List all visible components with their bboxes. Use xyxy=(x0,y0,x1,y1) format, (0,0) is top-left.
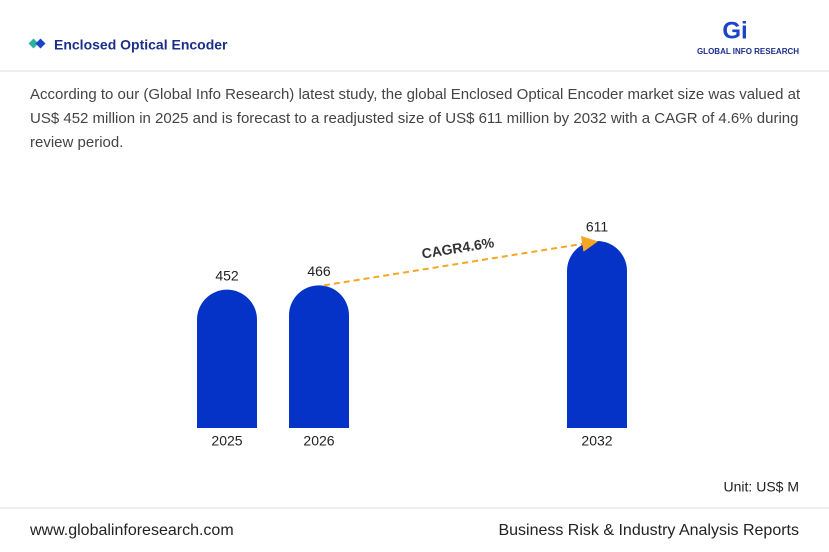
x-tick-label: 2032 xyxy=(581,433,612,449)
bar xyxy=(197,289,258,428)
unit-label: Unit: US$ M xyxy=(724,479,799,495)
x-tick-label: 2025 xyxy=(211,433,242,449)
logo-mark: Gi xyxy=(722,17,747,44)
value-label: 452 xyxy=(215,267,239,283)
title: Enclosed Optical Encoder xyxy=(54,37,228,53)
value-label: 611 xyxy=(586,219,609,235)
title-icon xyxy=(35,38,46,49)
x-tick-label: 2026 xyxy=(303,433,334,449)
description: According to our (Global Info Research) … xyxy=(30,86,801,151)
logo-text: GLOBAL INFO RESEARCH xyxy=(697,47,799,56)
footer-right: Business Risk & Industry Analysis Report… xyxy=(498,522,799,539)
cagr-arrow xyxy=(323,236,598,287)
footer-left: www.globalinforesearch.com xyxy=(29,522,234,539)
title-icon xyxy=(28,38,39,49)
value-label: 466 xyxy=(307,263,331,279)
bar xyxy=(567,241,627,428)
bar xyxy=(289,285,349,428)
cagr-label: CAGR4.6% xyxy=(420,234,495,261)
